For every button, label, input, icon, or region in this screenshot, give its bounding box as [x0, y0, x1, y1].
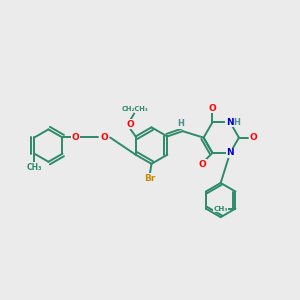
Text: N: N	[226, 148, 234, 158]
Text: CH₂CH₃: CH₂CH₃	[122, 106, 148, 112]
Text: O: O	[249, 133, 257, 142]
Text: Br: Br	[144, 174, 156, 183]
Text: O: O	[101, 133, 109, 142]
Text: CH₃: CH₃	[27, 163, 42, 172]
Text: O: O	[127, 120, 134, 129]
Text: O: O	[71, 133, 79, 142]
Text: H: H	[233, 118, 240, 127]
Text: O: O	[199, 160, 206, 169]
Text: O: O	[208, 104, 216, 113]
Text: H: H	[177, 119, 184, 128]
Text: CH₃: CH₃	[214, 206, 228, 212]
Text: N: N	[226, 118, 233, 127]
